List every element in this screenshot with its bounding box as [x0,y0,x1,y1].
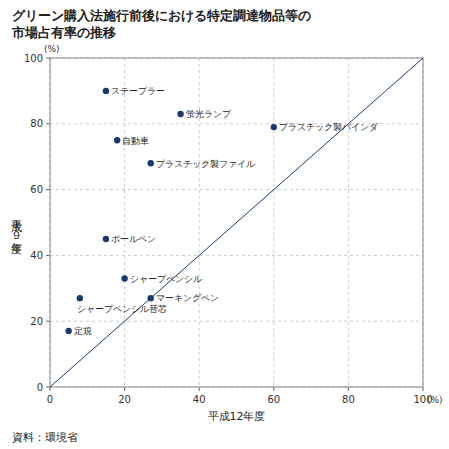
tick-y [46,321,50,322]
point-label: マーキングペン [156,293,219,303]
point [148,295,154,301]
tick-label-x: 0 [47,394,53,405]
grid-line-x [273,58,274,387]
point-label: プラスチック製ファイル [156,159,255,169]
grid-line-x [348,58,349,387]
tick-y [46,123,50,124]
tick-x [273,387,274,391]
title: 市場占有率の推移 [11,25,116,40]
x-axis-label: 平成12年度 [208,410,266,423]
point [103,88,109,94]
tick-label-y: 20 [30,316,43,327]
plot-area [50,58,423,387]
tick-label-x: 20 [118,394,131,405]
point [65,328,71,334]
y-axis-label: 平成１９年度 [10,212,23,255]
point-label: シャープペンシル [130,274,202,284]
chart: グリーン購入法施行前後における特定調達物品等の市場占有率の推移 0 20 40 60 80… [0,0,449,449]
grid-line-y [50,255,423,256]
point-label: 自動車 [122,136,149,146]
tick-y [46,387,50,388]
point [77,295,83,301]
plot-frame [50,58,423,387]
point-label: ステープラー [111,86,165,96]
tick-label-x: 80 [342,394,355,405]
tick-x [423,387,424,391]
tick-label-y: 60 [30,184,43,195]
reference-line [50,58,423,387]
grid-line-y [50,189,423,190]
point [177,111,183,117]
tick-y [46,189,50,190]
tick-y [46,255,50,256]
tick-y [46,58,50,59]
point-label: シャープペンシル替芯 [77,304,167,314]
tick-label-x: 40 [193,394,206,405]
tick-x [348,387,349,391]
grid-line-y [50,321,423,322]
tick-label-y: 80 [30,118,43,129]
y-unit: (%) [44,44,60,54]
x-unit: (%) [427,395,443,405]
point [103,236,109,242]
point [271,124,277,130]
grid-line-x [199,58,200,387]
tick-label-y: 100 [24,53,43,64]
title: グリーン購入法施行前後における特定調達物品等の [12,8,311,23]
point [121,275,127,281]
point-label: 蛍光ランプ [186,109,232,119]
point-labels: ステープラー蛍光ランププラスチック製バインダ自動車プラスチック製ファイルボールペ… [74,86,379,336]
point [148,160,154,166]
tick-label-x: 60 [267,394,280,405]
point-label: プラスチック製バインダ [279,122,379,132]
tick-label-y: 0 [37,382,43,393]
tick-x [199,387,200,391]
tick-label-y: 40 [30,250,43,261]
point-label: ボールペン [111,234,156,244]
tick-x [124,387,125,391]
tick-x [50,387,51,391]
grid [50,58,423,387]
point [114,137,120,143]
point-label: 定規 [74,326,92,336]
grid-line-x [124,58,125,387]
source: 資料：環境省 [12,431,78,444]
